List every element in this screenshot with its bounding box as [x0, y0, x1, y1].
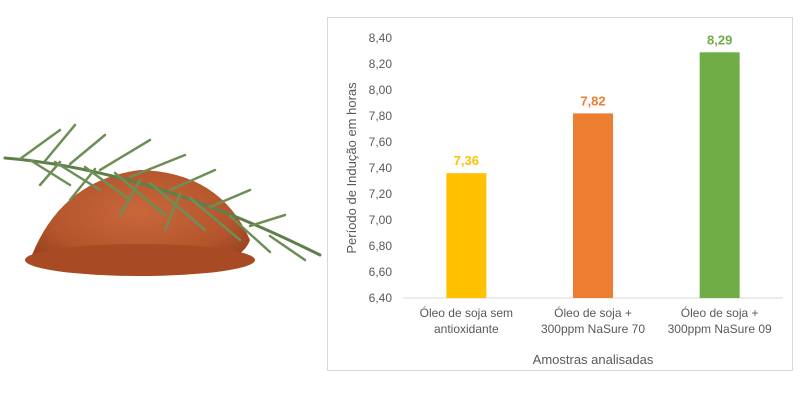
x-axis-categories: Óleo de soja sem antioxidante Óleo de soja…	[420, 305, 772, 336]
y-axis-ticks: 6,40 6,60 6,80 7,00 7,20 7,40 7,60 7,80 8,00 8,20…	[369, 31, 393, 305]
category-label: Óleo de soja +	[554, 305, 632, 320]
bars	[446, 52, 740, 299]
bar	[446, 173, 487, 298]
rosemary-paprika-icon	[3, 123, 322, 276]
y-tick-label: 7,60	[369, 135, 393, 149]
data-label: 8,29	[707, 32, 732, 47]
data-label: 7,82	[580, 93, 605, 108]
y-tick-label: 7,40	[369, 161, 393, 175]
y-tick-label: 7,00	[369, 213, 393, 227]
y-tick-label: 8,00	[369, 83, 393, 97]
y-tick-label: 6,60	[369, 265, 393, 279]
y-tick-label: 8,40	[369, 31, 393, 45]
category-label: 300ppm NaSure 70	[541, 322, 645, 336]
category-label: antioxidante	[434, 322, 499, 336]
data-label: 7,36	[454, 153, 479, 168]
chart-area: 6,40 6,60 6,80 7,00 7,20 7,40 7,60 7,80 8,00 8,20…	[327, 17, 793, 371]
category-label: Óleo de soja sem	[420, 305, 513, 320]
y-axis-title: Período de Indução em horas	[344, 82, 359, 254]
bar-chart: 6,40 6,60 6,80 7,00 7,20 7,40 7,60 7,80 8,00 8,20…	[344, 31, 783, 367]
x-axis-title: Amostras analisadas	[533, 352, 654, 367]
y-tick-label: 8,20	[369, 57, 393, 71]
y-tick-label: 7,20	[369, 187, 393, 201]
category-label: Óleo de soja +	[681, 305, 759, 320]
data-labels: 7,36 7,82 8,29	[454, 32, 733, 168]
category-label: 300ppm NaSure 09	[668, 322, 772, 336]
bar	[573, 113, 613, 299]
y-tick-label: 6,40	[369, 291, 393, 305]
y-tick-label: 6,80	[369, 239, 393, 253]
y-tick-label: 7,80	[369, 109, 393, 123]
bar	[699, 52, 740, 298]
